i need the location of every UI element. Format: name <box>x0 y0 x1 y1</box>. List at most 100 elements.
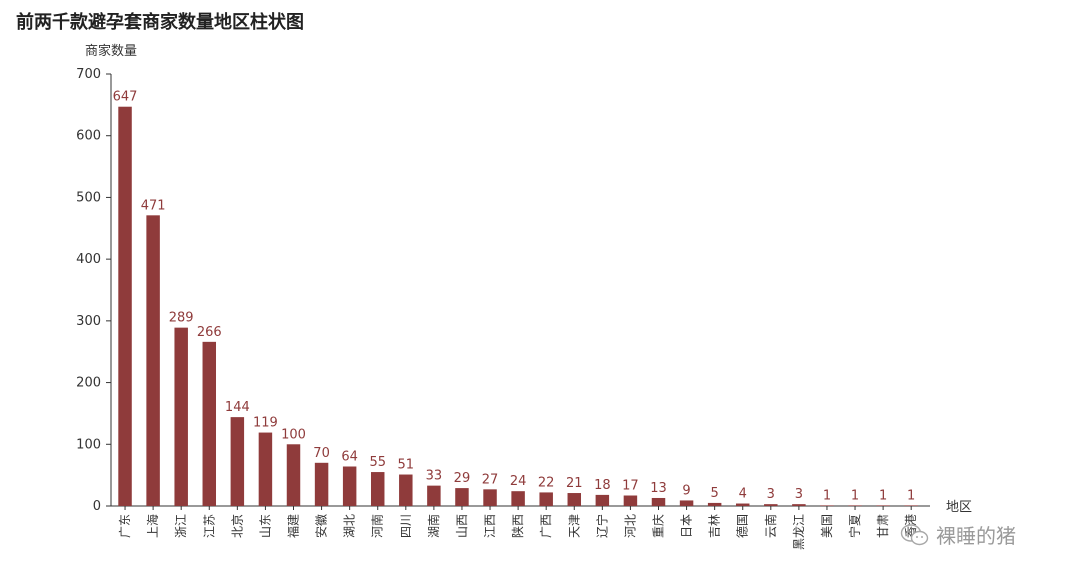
bar-value-label: 144 <box>225 400 250 415</box>
bar-value-label: 4 <box>739 487 747 502</box>
bar <box>567 493 582 506</box>
bar <box>118 106 132 507</box>
x-tick-label: 北京 <box>230 514 244 538</box>
bar <box>286 444 301 506</box>
bar-value-label: 70 <box>313 446 330 461</box>
bar <box>427 485 441 506</box>
x-tick-label: 美国 <box>820 514 834 538</box>
bar-value-label: 1 <box>823 488 831 503</box>
bar-value-label: 51 <box>398 458 415 473</box>
bar-value-label: 1 <box>907 488 915 503</box>
bar <box>735 503 750 506</box>
bar-value-label: 1 <box>879 488 887 503</box>
x-tick-label: 德国 <box>735 514 750 538</box>
x-tick-label: 山西 <box>455 514 469 538</box>
bar <box>455 488 469 506</box>
bar-value-label: 55 <box>369 455 386 470</box>
bar-value-label: 21 <box>566 476 583 491</box>
y-tick-label: 400 <box>76 252 101 267</box>
bar <box>595 494 610 506</box>
x-tick-label: 湖南 <box>426 514 441 538</box>
bar-value-label: 24 <box>510 474 527 489</box>
wechat-icon <box>900 523 929 545</box>
bar <box>483 489 497 506</box>
bar <box>820 505 834 506</box>
y-axis-ticks: 0 100 200 300 400 500 600 700 <box>76 67 111 514</box>
x-tick-label: 天津 <box>567 514 581 538</box>
bar <box>539 492 553 506</box>
bar-value-label: 3 <box>767 487 775 502</box>
bar <box>511 491 525 506</box>
x-tick-label: 广东 <box>118 514 132 538</box>
bar <box>258 432 273 506</box>
x-tick-label: 日本 <box>680 514 694 538</box>
bar <box>707 502 722 506</box>
y-tick-label: 500 <box>76 190 101 205</box>
x-axis-title: 地区 <box>946 500 972 515</box>
bar-value-label: 647 <box>113 90 138 105</box>
bar <box>792 504 806 506</box>
x-tick-label: 四川 <box>399 514 413 538</box>
bar-value-label: 1 <box>851 488 859 503</box>
bar <box>370 472 385 506</box>
y-tick-label: 700 <box>76 67 101 82</box>
x-tick-label: 江苏 <box>202 514 216 538</box>
x-tick-label: 河南 <box>370 514 385 538</box>
bar-value-label: 17 <box>622 479 639 494</box>
bar <box>764 504 778 506</box>
bar <box>230 417 245 506</box>
x-tick-label: 浙江 <box>174 514 188 538</box>
x-tick-label: 福建 <box>285 514 300 538</box>
bar <box>679 500 694 506</box>
x-tick-label: 广西 <box>539 514 553 538</box>
x-tick-label: 江西 <box>483 514 497 538</box>
bar-value-label: 266 <box>197 325 222 340</box>
bar-value-label: 22 <box>538 475 555 490</box>
bar-value-label: 5 <box>711 486 719 501</box>
y-tick-label: 100 <box>76 437 101 452</box>
x-tick-label: 辽宁 <box>594 514 609 538</box>
bar-value-label: 33 <box>426 469 443 484</box>
x-tick-label: 甘肃 <box>876 514 890 538</box>
chart-title: 前两千款避孕套商家数量地区柱状图 <box>16 12 304 33</box>
x-tick-label: 云南 <box>763 514 778 538</box>
bar-value-label: 29 <box>454 471 471 486</box>
bar-value-label: 289 <box>169 311 194 326</box>
bar-value-label: 100 <box>281 427 306 442</box>
watermark: 裸睡的猪 <box>900 520 1016 549</box>
x-tick-label: 宁夏 <box>847 514 862 538</box>
bar <box>623 495 638 506</box>
y-tick-label: 600 <box>76 129 101 144</box>
category-labels-group: 广东 上海 浙江 江苏 北京 山东 福建 安徽 湖北 河南 四川 湖南 山西 江西 陕西 广西 天津 辽宁 河北 重庆… <box>118 514 918 550</box>
bar <box>848 505 862 506</box>
bar-value-label: 471 <box>141 198 166 213</box>
bar <box>904 505 918 506</box>
bar-value-label: 64 <box>341 450 358 465</box>
bar <box>876 505 890 506</box>
x-tick-label: 河北 <box>623 514 637 538</box>
bar-value-label: 9 <box>682 483 690 498</box>
bar <box>399 474 413 506</box>
x-tick-label: 上海 <box>145 514 160 538</box>
x-tick-label: 湖北 <box>342 514 357 538</box>
bar-value-label: 119 <box>253 416 278 431</box>
bars-group <box>118 106 918 510</box>
y-tick-label: 200 <box>76 376 101 391</box>
watermark-text: 裸睡的猪 <box>936 524 1016 548</box>
x-tick-label: 黑龙江 <box>792 514 806 550</box>
bar <box>651 497 666 506</box>
bar-value-label: 27 <box>482 472 499 487</box>
y-axis-title: 商家数量 <box>85 43 137 59</box>
bar-value-label: 18 <box>594 478 611 493</box>
x-tick-label: 吉林 <box>708 514 722 538</box>
bar <box>314 462 329 506</box>
bar <box>202 341 217 506</box>
x-tick-label: 山东 <box>258 514 272 538</box>
bar-value-label: 13 <box>650 481 667 496</box>
y-tick-label: 0 <box>93 499 101 514</box>
y-tick-label: 300 <box>76 314 101 329</box>
bar <box>174 327 188 506</box>
x-tick-label: 安徽 <box>314 514 329 538</box>
